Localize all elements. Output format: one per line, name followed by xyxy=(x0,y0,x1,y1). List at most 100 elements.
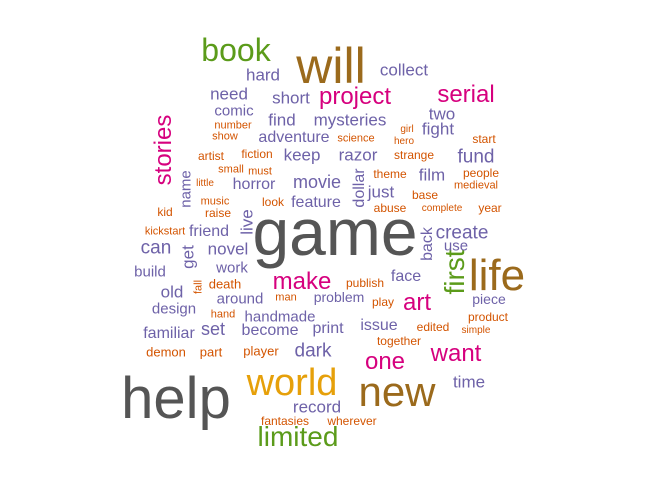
word-show: show xyxy=(212,130,238,143)
word-set: set xyxy=(200,319,226,339)
word-use: use xyxy=(443,237,469,255)
word-create: create xyxy=(435,222,489,244)
word-demon: demon xyxy=(146,344,186,360)
word-novel: novel xyxy=(207,239,249,259)
word-music: music xyxy=(200,195,230,208)
word-player: player xyxy=(243,343,279,359)
word-together: together xyxy=(376,334,422,348)
word-print: print xyxy=(312,320,344,337)
word-find: find xyxy=(268,110,296,130)
word-little: little xyxy=(196,178,214,189)
word-issue: issue xyxy=(360,317,398,334)
word-life: life xyxy=(468,251,526,300)
word-two: two xyxy=(428,104,456,124)
word-around: around xyxy=(216,290,264,308)
word-live: live xyxy=(237,209,257,235)
word-can: can xyxy=(140,237,172,259)
word-become: become xyxy=(241,322,299,339)
word-science: science xyxy=(337,132,375,145)
word-game: game xyxy=(252,195,418,269)
word-fight: fight xyxy=(421,119,455,139)
word-help: help xyxy=(121,366,231,431)
word-play: play xyxy=(371,295,395,309)
word-part: part xyxy=(199,344,223,360)
word-fantasies: fantasies xyxy=(260,414,310,428)
word-familiar: familiar xyxy=(143,325,195,342)
word-man: man xyxy=(275,291,297,304)
word-medieval: medieval xyxy=(453,179,499,192)
word-limited: limited xyxy=(257,421,339,452)
word-friend: friend xyxy=(188,223,230,240)
word-piece: piece xyxy=(472,291,506,307)
word-theme: theme xyxy=(373,167,407,181)
word-collect: collect xyxy=(379,60,429,80)
word-number: number xyxy=(214,119,252,132)
word-fund: fund xyxy=(457,146,495,168)
word-stories: stories xyxy=(150,114,177,186)
word-movie: movie xyxy=(292,172,342,192)
word-fiction: fiction xyxy=(241,147,273,161)
word-back: back xyxy=(419,227,436,261)
word-art: art xyxy=(402,289,432,316)
word-horror: horror xyxy=(232,176,276,193)
word-publish: publish xyxy=(345,276,385,290)
word-simple: simple xyxy=(461,325,491,336)
word-get: get xyxy=(178,245,198,269)
word-dollar: dollar xyxy=(351,168,368,208)
word-adventure: adventure xyxy=(258,129,330,146)
word-start: start xyxy=(472,132,496,146)
word-serial: serial xyxy=(437,81,495,108)
word-look: look xyxy=(261,195,285,209)
word-hand: hand xyxy=(210,308,236,321)
word-raise: raise xyxy=(204,206,232,220)
word-hard: hard xyxy=(245,65,281,85)
word-just: just xyxy=(367,182,395,202)
word-dark: dark xyxy=(294,340,332,362)
word-work: work xyxy=(216,259,248,277)
word-wherever: wherever xyxy=(327,414,377,428)
word-world: world xyxy=(246,362,338,404)
word-want: want xyxy=(430,340,482,367)
word-project: project xyxy=(318,83,392,110)
word-book: book xyxy=(201,32,271,68)
word-must: must xyxy=(248,165,272,178)
word-time: time xyxy=(452,372,486,392)
word-small: small xyxy=(218,163,244,176)
word-build: build xyxy=(134,263,166,281)
word-comic: comic xyxy=(214,102,254,120)
word-problem: problem xyxy=(313,289,365,305)
word-new: new xyxy=(358,368,436,415)
word-artist: artist xyxy=(197,149,225,163)
word-old: old xyxy=(160,282,184,302)
word-edited: edited xyxy=(416,320,450,334)
word-girl: girl xyxy=(400,124,414,135)
word-one: one xyxy=(364,348,406,375)
word-mysteries: mysteries xyxy=(313,110,387,130)
word-death: death xyxy=(208,276,242,292)
word-first: first xyxy=(439,249,470,295)
word-short: short xyxy=(272,88,310,108)
word-design: design xyxy=(151,300,197,318)
word-name: name xyxy=(177,170,195,208)
word-year: year xyxy=(478,201,502,215)
word-strange: strange xyxy=(393,148,435,162)
word-fall: fall xyxy=(192,279,205,295)
word-kickstart: kickstart xyxy=(144,225,186,238)
word-need: need xyxy=(210,84,248,104)
word-hero: hero xyxy=(393,136,415,147)
word-base: base xyxy=(411,188,439,202)
word-kid: kid xyxy=(157,205,173,219)
word-abuse: abuse xyxy=(373,201,407,215)
word-record: record xyxy=(292,397,342,417)
word-will: will xyxy=(296,38,366,94)
word-people: people xyxy=(462,166,500,180)
word-make: make xyxy=(272,268,332,295)
word-handmade: handmade xyxy=(244,308,316,326)
word-complete: complete xyxy=(421,203,463,214)
word-feature: feature xyxy=(291,194,341,211)
word-keep: keep xyxy=(283,145,321,165)
word-product: product xyxy=(467,310,509,324)
word-face: face xyxy=(390,268,422,285)
word-film: film xyxy=(418,165,446,185)
